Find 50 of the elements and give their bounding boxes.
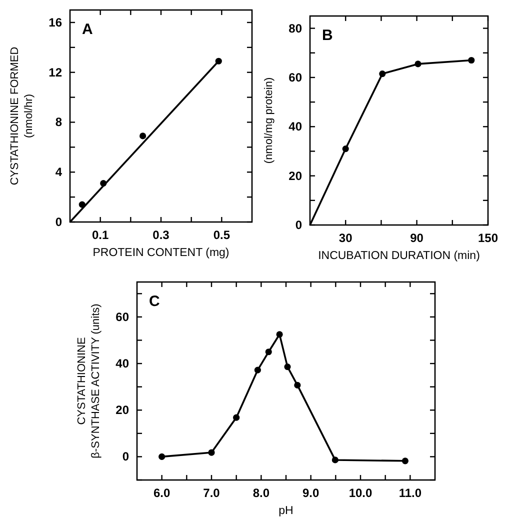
point (265, 348, 272, 356)
y-tick-label: 40 (116, 356, 130, 371)
x-tick-label: 0.1 (92, 228, 109, 242)
text: B (322, 27, 333, 44)
x-tick-label: 9.0 (302, 486, 320, 500)
y-tick-label: 0 (122, 450, 130, 464)
y-tick-label: 40 (288, 120, 302, 134)
x-tick-label: 7.0 (203, 486, 220, 500)
text: A (82, 21, 93, 38)
point (208, 449, 215, 456)
y-tick-label: 8 (55, 115, 62, 130)
x-axis-title: PROTEIN CONTENT (mg) (92, 247, 230, 259)
y-tick-label: 0 (55, 215, 62, 229)
point (140, 132, 146, 140)
x-tick-label: 0.3 (152, 228, 170, 242)
x-tick-label: 30 (338, 231, 353, 245)
point (402, 458, 408, 464)
y-tick-label: 60 (288, 70, 302, 84)
x-axis-title: INCUBATION DURATION (min) (318, 250, 480, 262)
y-tick-label: 4 (55, 165, 62, 180)
x-tick-label: 10.0 (348, 486, 372, 500)
y-axis-title: (nmol/mg protein) (263, 77, 275, 164)
x-tick-label: 0.5 (213, 228, 230, 242)
x-tick-label: 90 (410, 231, 424, 245)
y-tick-label: 20 (288, 168, 302, 183)
x-axis-title: pH (278, 505, 294, 517)
point (342, 145, 349, 152)
point (233, 414, 240, 421)
point (158, 453, 166, 460)
x-tick-label: 150 (478, 231, 498, 245)
y-tick-label: 20 (116, 403, 130, 418)
point (284, 363, 291, 370)
point (254, 366, 261, 374)
point (332, 456, 338, 464)
y-tick-label: 0 (295, 218, 302, 232)
y-tick-label: 60 (116, 310, 130, 324)
x-tick-label: 6.0 (153, 486, 170, 500)
point (468, 56, 475, 64)
x-tick-label: 11.0 (398, 486, 422, 500)
y-tick-label: 16 (48, 15, 62, 30)
point (414, 60, 422, 68)
point (379, 70, 386, 78)
y-axis-title: CYSTATHIONINE FORMED (nmol/hr) (9, 46, 35, 186)
point (276, 331, 283, 338)
y-tick-label: 12 (48, 65, 62, 80)
x-tick-label: 8.0 (252, 486, 270, 500)
text: C (149, 293, 160, 310)
y-axis-title: CYSTATHIONINE β-SYNTHASE ACTIVITY (units) (76, 304, 102, 458)
point (294, 382, 301, 388)
y-tick-label: 80 (288, 21, 302, 36)
